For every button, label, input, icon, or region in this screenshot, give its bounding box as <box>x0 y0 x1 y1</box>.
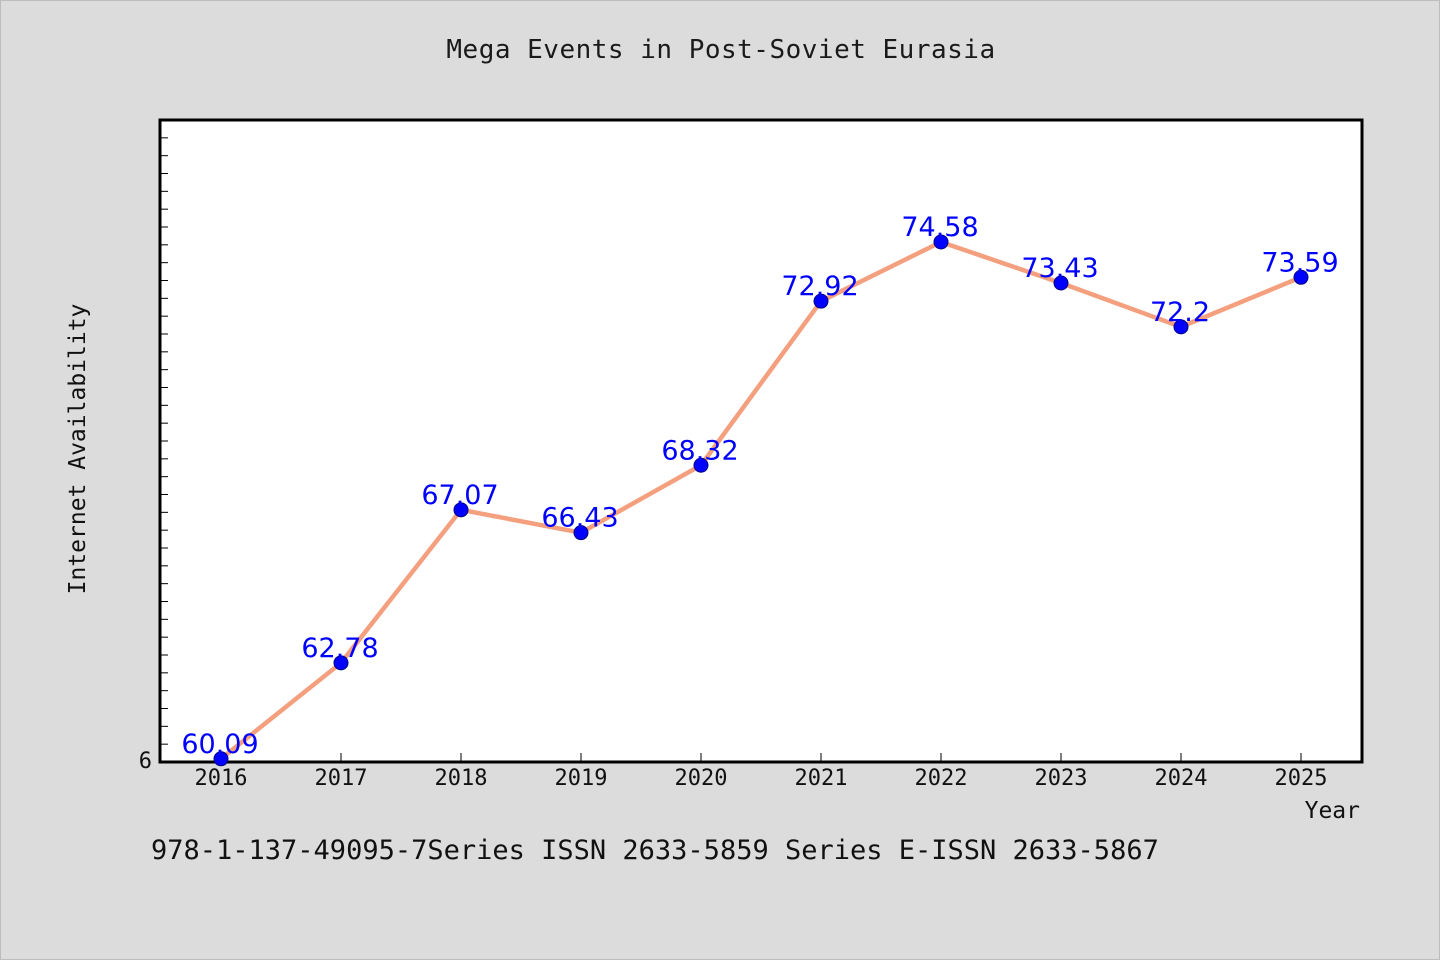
x-tick-label: 2016 <box>195 766 248 791</box>
data-point <box>693 457 709 473</box>
x-axis-label: Year <box>1305 798 1360 824</box>
data-point <box>213 751 229 767</box>
data-label: 60.09 <box>181 729 258 760</box>
x-axis-ticks: 2016 2017 2018 2019 2020 2021 2022 2023 2024 2025 <box>195 753 1328 791</box>
data-point <box>1293 269 1309 285</box>
x-tick-label: 2024 <box>1155 766 1208 791</box>
y-tick-label: 6 <box>139 749 152 774</box>
x-tick-label: 2022 <box>915 766 968 791</box>
data-label: 62.78 <box>301 633 378 664</box>
data-label: 72.92 <box>781 271 858 302</box>
data-label: 73.43 <box>1021 253 1098 284</box>
data-point <box>333 655 349 671</box>
x-tick-label: 2020 <box>675 766 728 791</box>
series-line <box>218 239 1304 762</box>
series-markers <box>213 234 1309 767</box>
data-point <box>813 293 829 309</box>
data-point <box>1053 275 1069 291</box>
data-label: 74.58 <box>901 212 978 243</box>
x-tick-label: 2021 <box>795 766 848 791</box>
data-label: 73.59 <box>1261 247 1338 278</box>
x-tick-label: 2017 <box>315 766 368 791</box>
data-point <box>453 502 469 518</box>
plot-area <box>158 118 1364 764</box>
y-axis-label: Internet Availability <box>65 304 91 595</box>
data-labels: 60.09 62.78 67.07 66.43 68.32 72.92 74.58 73.43… <box>181 212 1338 760</box>
data-point <box>1173 319 1189 335</box>
footer-note: 978-1-137-49095-7Series ISSN 2633-5859 S… <box>151 835 1159 866</box>
data-point <box>933 234 949 250</box>
data-label: 68.32 <box>661 435 738 466</box>
data-label: 72.2 <box>1150 297 1210 328</box>
data-point <box>573 525 589 541</box>
x-tick-label: 2023 <box>1035 766 1088 791</box>
x-tick-label: 2019 <box>555 766 608 791</box>
x-tick-label: 2025 <box>1275 766 1328 791</box>
chart-title: Mega Events in Post-Soviet Eurasia <box>446 35 996 65</box>
y-axis-ticks: 6 <box>139 137 168 774</box>
data-label: 66.43 <box>541 503 618 534</box>
x-tick-label: 2018 <box>435 766 488 791</box>
data-label: 67.07 <box>421 480 498 511</box>
